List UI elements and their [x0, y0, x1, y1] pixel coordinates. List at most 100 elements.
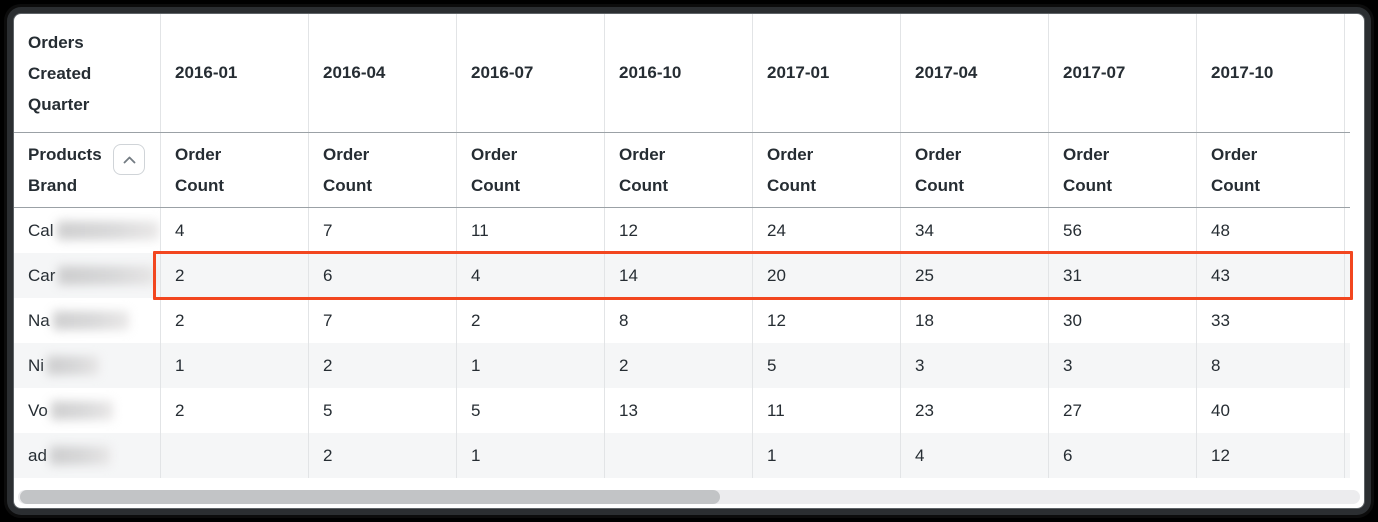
value-cell[interactable]: 20 [752, 253, 900, 298]
measure-header-label: Order Count [1063, 145, 1113, 195]
column-header-2016-10[interactable]: 2016-10 [604, 14, 752, 132]
value-cell[interactable]: 1 [160, 343, 308, 388]
value-cell[interactable]: 7 [308, 208, 456, 253]
value-cell[interactable]: 56 [1048, 208, 1196, 253]
value-cell[interactable]: 3 [900, 343, 1048, 388]
value-cell[interactable]: 34 [900, 208, 1048, 253]
column-header-2017-04[interactable]: 2017-04 [900, 14, 1048, 132]
value-cell[interactable]: 12 [752, 298, 900, 343]
value-cell[interactable]: 2 [160, 253, 308, 298]
order-count-value: 40 [1211, 400, 1230, 420]
value-cell[interactable]: 7 [308, 298, 456, 343]
value-cell[interactable]: 33 [1196, 298, 1344, 343]
value-cell[interactable]: 2 [160, 298, 308, 343]
order-count-value: 18 [915, 310, 934, 330]
brand-cell[interactable]: Ni [14, 343, 160, 388]
column-header-2016-07[interactable]: 2016-07 [456, 14, 604, 132]
measure-header-order-count[interactable]: Order Count [308, 133, 456, 207]
redacted-brand-blur [49, 446, 110, 465]
brand-cell[interactable]: Car [14, 253, 160, 298]
order-count-value: 2 [471, 310, 481, 330]
value-cell[interactable]: 27 [1048, 388, 1196, 433]
measure-header-order-count[interactable]: Order Count [752, 133, 900, 207]
brand-cell[interactable]: Na [14, 298, 160, 343]
corner-header-orders-created-quarter[interactable]: Orders Created Quarter [14, 14, 160, 132]
measure-header-order-count[interactable]: Order Count [604, 133, 752, 207]
value-cell[interactable]: 5 [752, 343, 900, 388]
order-count-value: 1 [175, 355, 185, 375]
value-cell[interactable]: 2 [308, 343, 456, 388]
value-cell[interactable]: 2 [456, 298, 604, 343]
value-cell[interactable]: 5 [456, 388, 604, 433]
value-cell[interactable]: 25 [900, 253, 1048, 298]
order-count-value: 12 [767, 310, 786, 330]
order-count-value: 5 [471, 400, 481, 420]
table-row-ad: ad 2 1 1 4 6 12 [14, 433, 1350, 478]
value-cell[interactable]: 12 [1196, 433, 1344, 478]
value-cell[interactable]: 43 [1196, 253, 1344, 298]
value-cell[interactable]: 2 [308, 433, 456, 478]
measure-header-order-count[interactable]: Order Count [160, 133, 308, 207]
brand-cell[interactable]: Cal [14, 208, 160, 253]
value-cell[interactable]: 1 [456, 433, 604, 478]
value-cell[interactable]: 8 [1196, 343, 1344, 388]
value-cell[interactable]: 12 [604, 208, 752, 253]
value-cell[interactable] [160, 433, 308, 478]
value-cell[interactable]: 2 [160, 388, 308, 433]
value-cell[interactable]: 3 [1048, 343, 1196, 388]
value-cell[interactable]: 6 [308, 253, 456, 298]
value-cell[interactable]: 1 [752, 433, 900, 478]
order-count-value: 6 [1063, 445, 1073, 465]
column-header-2017-07[interactable]: 2017-07 [1048, 14, 1196, 132]
value-cell[interactable]: 4 [160, 208, 308, 253]
value-cell[interactable]: 6 [1048, 433, 1196, 478]
value-cell[interactable]: 13 [604, 388, 752, 433]
value-cell[interactable]: 2 [604, 343, 752, 388]
value-cell[interactable]: 31 [1048, 253, 1196, 298]
collapse-header-button[interactable] [113, 144, 145, 175]
value-cell[interactable]: 48 [1196, 208, 1344, 253]
value-cell[interactable]: 40 [1196, 388, 1344, 433]
column-filler [1344, 298, 1359, 343]
order-count-value: 2 [175, 400, 185, 420]
horizontal-scrollbar-thumb[interactable] [20, 490, 720, 504]
pivot-table-card: Orders Created Quarter 2016-01 2016-04 2… [14, 14, 1364, 508]
measure-header-order-count[interactable]: Order Count [456, 133, 604, 207]
value-cell[interactable]: 23 [900, 388, 1048, 433]
order-count-value: 1 [767, 445, 777, 465]
value-cell[interactable]: 30 [1048, 298, 1196, 343]
measure-header-order-count[interactable]: Order Count [1196, 133, 1344, 207]
value-cell[interactable]: 1 [456, 343, 604, 388]
table-row-na: Na 2 7 2 8 12 18 30 33 [14, 298, 1350, 343]
order-count-value: 3 [915, 355, 925, 375]
brand-cell[interactable]: Vo [14, 388, 160, 433]
value-cell[interactable]: 18 [900, 298, 1048, 343]
measure-header-label: Order Count [767, 145, 817, 195]
measure-header-order-count[interactable]: Order Count [900, 133, 1048, 207]
value-cell[interactable]: 24 [752, 208, 900, 253]
row-dimension-header-products-brand[interactable]: Products Brand [14, 133, 160, 207]
value-cell[interactable]: 4 [456, 253, 604, 298]
column-header-label: 2017-10 [1211, 63, 1274, 82]
value-cell[interactable]: 11 [456, 208, 604, 253]
measure-header-order-count[interactable]: Order Count [1048, 133, 1196, 207]
value-cell[interactable]: 8 [604, 298, 752, 343]
column-header-2016-04[interactable]: 2016-04 [308, 14, 456, 132]
value-cell[interactable]: 11 [752, 388, 900, 433]
brand-cell[interactable]: ad [14, 433, 160, 478]
order-count-value: 25 [915, 265, 934, 285]
value-cell[interactable]: 14 [604, 253, 752, 298]
column-header-2017-10[interactable]: 2017-10 [1196, 14, 1344, 132]
order-count-value: 11 [471, 220, 489, 240]
value-cell[interactable] [604, 433, 752, 478]
column-header-label: 2017-07 [1063, 63, 1126, 82]
order-count-value: 2 [619, 355, 629, 375]
order-count-value: 2 [323, 355, 333, 375]
value-cell[interactable]: 5 [308, 388, 456, 433]
column-header-2017-01[interactable]: 2017-01 [752, 14, 900, 132]
order-count-value: 12 [619, 220, 638, 240]
horizontal-scrollbar-track[interactable] [18, 490, 1360, 504]
value-cell[interactable]: 4 [900, 433, 1048, 478]
column-header-2016-01[interactable]: 2016-01 [160, 14, 308, 132]
order-count-value: 2 [175, 265, 185, 285]
